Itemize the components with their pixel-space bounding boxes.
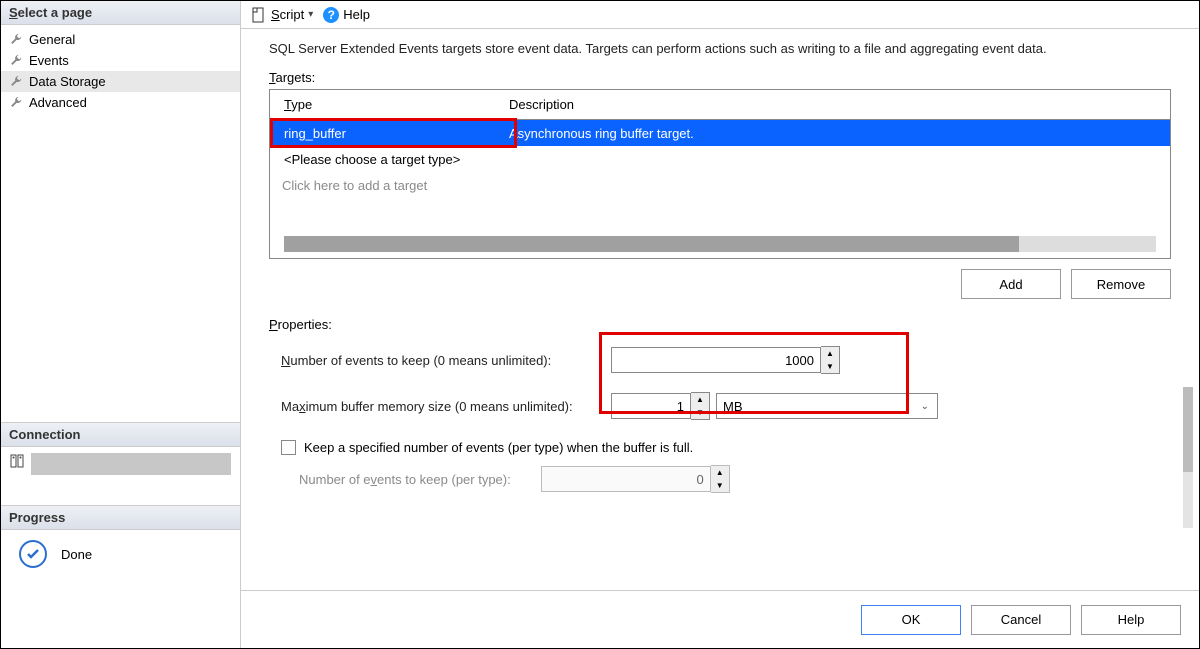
targets-grid: Type Description ring_buffer Asynchronou… bbox=[269, 89, 1171, 259]
section-header-connection-label: Connection bbox=[9, 427, 81, 442]
server-icon bbox=[9, 453, 25, 469]
chevron-down-icon: ⌄ bbox=[921, 401, 929, 412]
num-events-input[interactable] bbox=[611, 347, 821, 373]
ok-button[interactable]: OK bbox=[861, 605, 961, 635]
grid-row-selected[interactable]: ring_buffer Asynchronous ring buffer tar… bbox=[270, 120, 1170, 146]
properties-label: Properties: bbox=[269, 317, 1171, 332]
section-header-connection: Connection bbox=[1, 422, 240, 447]
prop-num-events-field: ▲ ▼ bbox=[611, 346, 1171, 374]
wrench-icon bbox=[9, 96, 23, 110]
per-type-label: Number of events to keep (per type): bbox=[299, 472, 511, 487]
grid-cell-desc: Asynchronous ring buffer target. bbox=[505, 126, 1170, 141]
prop-max-buffer-field: ▲ ▼ MB ⌄ bbox=[611, 392, 1171, 420]
grid-hscrollbar[interactable] bbox=[284, 236, 1156, 252]
keep-events-checkbox[interactable] bbox=[281, 440, 296, 455]
toolbar: Script ▾ ? Help bbox=[241, 1, 1199, 29]
nav-item-general[interactable]: General bbox=[1, 29, 240, 50]
section-header-progress-label: Progress bbox=[9, 510, 65, 525]
prop-num-events-label: Number of events to keep (0 means unlimi… bbox=[281, 353, 611, 368]
sidebar: SSelect a pageelect a page General Event… bbox=[1, 1, 241, 648]
grid-hscrollbar-thumb[interactable] bbox=[284, 236, 1019, 252]
help-button[interactable]: ? Help bbox=[323, 7, 370, 23]
spin-down-button[interactable]: ▼ bbox=[691, 406, 709, 419]
description-text: SQL Server Extended Events targets store… bbox=[269, 41, 1171, 56]
main-body: SQL Server Extended Events targets store… bbox=[241, 29, 1199, 493]
main-pane: Script ▾ ? Help SQL Server Extended Even… bbox=[241, 1, 1199, 648]
grid-cell-type: ring_buffer bbox=[270, 126, 505, 141]
grid-col-type[interactable]: Type bbox=[270, 97, 505, 112]
help-button[interactable]: Help bbox=[1081, 605, 1181, 635]
spin-up-button: ▲ bbox=[711, 466, 729, 479]
help-label: Help bbox=[343, 7, 370, 22]
per-type-input bbox=[541, 466, 711, 492]
nav-label-advanced: Advanced bbox=[29, 95, 87, 110]
section-header-select-page: SSelect a pageelect a page bbox=[1, 1, 240, 25]
connection-value-redacted bbox=[31, 453, 231, 475]
nav-label-general: General bbox=[29, 32, 75, 47]
keep-events-check-row: Keep a specified number of events (per t… bbox=[281, 440, 1171, 455]
vscrollbar-thumb[interactable] bbox=[1183, 387, 1193, 472]
max-buffer-input[interactable] bbox=[611, 393, 691, 419]
progress-label: Done bbox=[61, 547, 92, 562]
add-button[interactable]: Add bbox=[961, 269, 1061, 299]
spin-down-button: ▼ bbox=[711, 479, 729, 492]
wrench-icon bbox=[9, 33, 23, 47]
connection-box bbox=[1, 447, 240, 505]
per-type-spinner: ▲ ▼ bbox=[711, 465, 730, 493]
progress-box: Done bbox=[1, 530, 240, 568]
buffer-unit-value: MB bbox=[723, 399, 743, 414]
properties-grid: Number of events to keep (0 means unlimi… bbox=[281, 346, 1171, 420]
dialog-footer: OK Cancel Help bbox=[241, 590, 1199, 648]
targets-button-row: Add Remove bbox=[269, 269, 1171, 299]
wrench-icon bbox=[9, 75, 23, 89]
wrench-icon bbox=[9, 54, 23, 68]
targets-label: Targets: bbox=[269, 70, 1171, 85]
nav-item-data-storage[interactable]: Data Storage bbox=[1, 71, 240, 92]
grid-header: Type Description bbox=[270, 90, 1170, 120]
prop-max-buffer-label: Maximum buffer memory size (0 means unli… bbox=[281, 399, 611, 414]
chevron-down-icon: ▾ bbox=[308, 9, 313, 20]
spin-down-button[interactable]: ▼ bbox=[821, 360, 839, 373]
grid-cell-placeholder: <Please choose a target type> bbox=[270, 152, 460, 167]
max-buffer-spinner: ▲ ▼ bbox=[691, 392, 710, 420]
cancel-button[interactable]: Cancel bbox=[971, 605, 1071, 635]
spin-up-button[interactable]: ▲ bbox=[691, 393, 709, 406]
nav-label-data-storage: Data Storage bbox=[29, 74, 106, 89]
section-header-progress: Progress bbox=[1, 505, 240, 530]
script-dropdown[interactable]: Script ▾ bbox=[251, 7, 313, 23]
nav-label-events: Events bbox=[29, 53, 69, 68]
per-type-field: ▲ ▼ bbox=[541, 465, 730, 493]
spin-up-button[interactable]: ▲ bbox=[821, 347, 839, 360]
script-icon bbox=[251, 7, 267, 23]
num-events-spinner: ▲ ▼ bbox=[821, 346, 840, 374]
grid-col-description[interactable]: Description bbox=[505, 97, 1170, 112]
per-type-row: Number of events to keep (per type): ▲ ▼ bbox=[299, 465, 1171, 493]
remove-button[interactable]: Remove bbox=[1071, 269, 1171, 299]
help-icon: ? bbox=[323, 7, 339, 23]
check-circle-icon bbox=[19, 540, 47, 568]
script-label: Script bbox=[271, 7, 304, 22]
nav-item-advanced[interactable]: Advanced bbox=[1, 92, 240, 113]
nav-list: General Events Data Storage Advanced bbox=[1, 25, 240, 117]
keep-events-label: Keep a specified number of events (per t… bbox=[304, 440, 693, 455]
nav-item-events[interactable]: Events bbox=[1, 50, 240, 71]
grid-row-hint[interactable]: Click here to add a target bbox=[270, 172, 1170, 198]
dialog-root: SSelect a pageelect a page General Event… bbox=[0, 0, 1200, 649]
vscrollbar[interactable] bbox=[1183, 387, 1193, 528]
grid-row-placeholder[interactable]: <Please choose a target type> bbox=[270, 146, 1170, 172]
buffer-unit-select[interactable]: MB ⌄ bbox=[716, 393, 938, 419]
